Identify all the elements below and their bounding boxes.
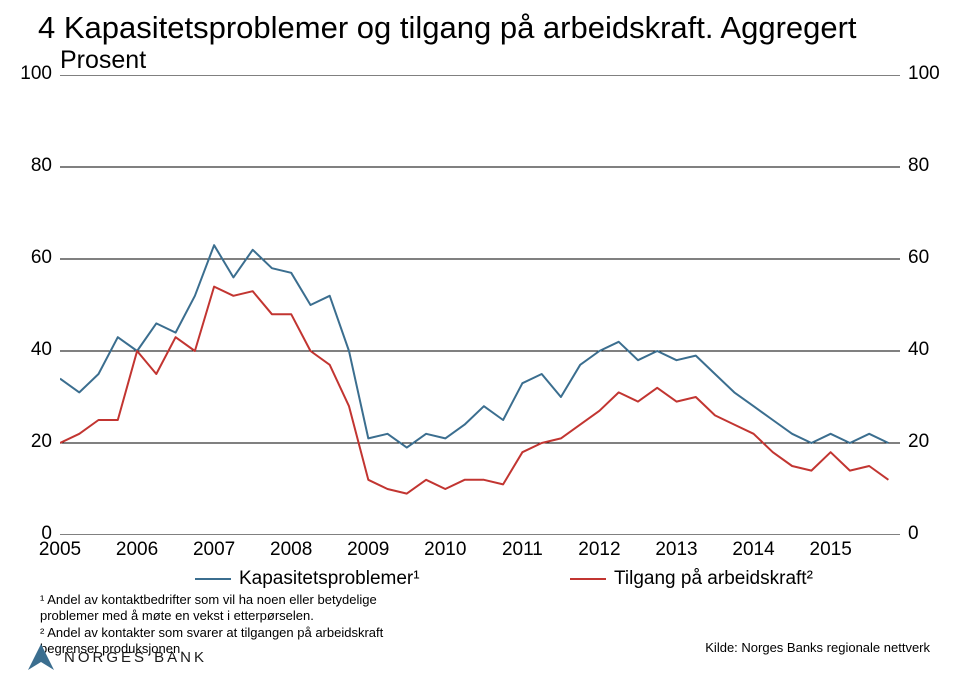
y-tick-left: 40: [31, 339, 52, 361]
x-tick-label: 2008: [270, 539, 312, 561]
logo-text: NORGES BANK: [64, 649, 207, 666]
y-tick-left: 80: [31, 155, 52, 177]
legend-item-1: Kapasitetsproblemer¹: [195, 568, 420, 590]
y-tick-left: 20: [31, 431, 52, 453]
x-tick-label: 2014: [732, 539, 774, 561]
y-tick-left: 100: [20, 63, 52, 85]
x-tick-label: 2015: [810, 539, 852, 561]
y-tick-left: 60: [31, 247, 52, 269]
x-tick-label: 2013: [655, 539, 697, 561]
footnote-line-3: ² Andel av kontakter som svarer at tilga…: [40, 625, 383, 641]
footnote-line-1: ¹ Andel av kontaktbedrifter som vil ha n…: [40, 592, 383, 608]
logo: NORGES BANK: [28, 644, 207, 670]
x-tick-label: 2007: [193, 539, 235, 561]
y-tick-right: 40: [908, 339, 929, 361]
y-tick-right: 0: [908, 523, 919, 545]
x-tick-label: 2009: [347, 539, 389, 561]
x-axis-labels: 2005200620072008200920102011201220132014…: [60, 539, 900, 563]
source-text: Kilde: Norges Banks regionale nettverk: [705, 640, 930, 655]
chart-title-line2: Prosent: [60, 46, 146, 75]
legend-swatch-2: [570, 578, 606, 580]
x-tick-label: 2012: [578, 539, 620, 561]
y-tick-right: 80: [908, 155, 929, 177]
chart-title-line1: 4 Kapasitetsproblemer og tilgang på arbe…: [38, 10, 857, 46]
chart-area: [60, 75, 900, 535]
footnote-line-2: problemer med å møte en vekst i etterpør…: [40, 608, 383, 624]
x-tick-label: 2005: [39, 539, 81, 561]
y-tick-right: 60: [908, 247, 929, 269]
y-tick-right: 20: [908, 431, 929, 453]
y-tick-right: 100: [908, 63, 940, 85]
x-tick-label: 2010: [424, 539, 466, 561]
legend-item-2: Tilgang på arbeidskraft²: [570, 568, 813, 590]
logo-mark-icon: [28, 644, 54, 670]
x-tick-label: 2006: [116, 539, 158, 561]
legend-label-2: Tilgang på arbeidskraft²: [614, 568, 813, 590]
legend-label-1: Kapasitetsproblemer¹: [239, 568, 420, 590]
legend-swatch-1: [195, 578, 231, 580]
x-tick-label: 2011: [502, 539, 543, 561]
line-chart: [60, 75, 900, 535]
